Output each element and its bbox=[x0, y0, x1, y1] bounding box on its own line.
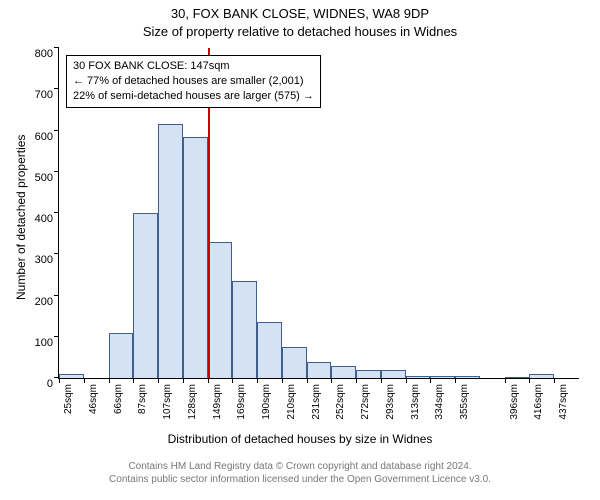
x-tick-label: 437sqm bbox=[558, 384, 569, 420]
histogram-bar bbox=[59, 374, 84, 378]
x-tick-label: 416sqm bbox=[533, 384, 544, 420]
x-tick-label: 128sqm bbox=[187, 384, 198, 420]
x-tick-label: 149sqm bbox=[212, 384, 223, 420]
histogram-bar bbox=[208, 242, 233, 378]
x-tick-mark bbox=[406, 378, 407, 383]
y-tick-mark bbox=[54, 47, 59, 48]
footer-attribution: Contains HM Land Registry data © Crown c… bbox=[0, 460, 600, 486]
x-tick-label: 272sqm bbox=[360, 384, 371, 420]
y-tick-label: 400 bbox=[23, 213, 53, 225]
x-tick-label: 210sqm bbox=[286, 384, 297, 420]
y-tick-label: 500 bbox=[23, 172, 53, 184]
x-tick-mark bbox=[109, 378, 110, 383]
y-tick-label: 700 bbox=[23, 89, 53, 101]
footer-line2: Contains public sector information licen… bbox=[109, 474, 491, 485]
x-tick-mark bbox=[307, 378, 308, 383]
x-tick-mark bbox=[356, 378, 357, 383]
page-title-subtitle: Size of property relative to detached ho… bbox=[0, 24, 600, 39]
y-tick-mark bbox=[54, 212, 59, 213]
x-tick-label: 87sqm bbox=[137, 384, 148, 414]
x-tick-label: 396sqm bbox=[509, 384, 520, 420]
y-tick-mark bbox=[54, 336, 59, 337]
y-tick-mark bbox=[54, 295, 59, 296]
x-tick-mark bbox=[381, 378, 382, 383]
y-tick-label: 100 bbox=[23, 337, 53, 349]
x-tick-mark bbox=[282, 378, 283, 383]
x-tick-mark bbox=[430, 378, 431, 383]
x-tick-mark bbox=[183, 378, 184, 383]
histogram-bar bbox=[381, 370, 406, 378]
x-tick-label: 293sqm bbox=[385, 384, 396, 420]
histogram-bar bbox=[109, 333, 134, 378]
histogram-bar bbox=[158, 124, 183, 378]
x-tick-label: 107sqm bbox=[162, 384, 173, 420]
y-tick-mark bbox=[54, 253, 59, 254]
histogram-bar bbox=[505, 377, 530, 378]
histogram-bar bbox=[307, 362, 332, 379]
x-tick-mark bbox=[84, 378, 85, 383]
x-tick-label: 25sqm bbox=[63, 384, 74, 414]
histogram-bar bbox=[232, 281, 257, 378]
y-tick-label: 600 bbox=[23, 131, 53, 143]
histogram-bar bbox=[529, 374, 554, 378]
x-tick-label: 334sqm bbox=[434, 384, 445, 420]
x-tick-label: 252sqm bbox=[335, 384, 346, 420]
info-box-line2: ← 77% of detached houses are smaller (2,… bbox=[73, 74, 314, 89]
histogram-bar bbox=[257, 322, 282, 378]
histogram-bar bbox=[356, 370, 381, 378]
x-tick-label: 46sqm bbox=[88, 384, 99, 414]
x-tick-label: 231sqm bbox=[311, 384, 322, 420]
x-tick-label: 169sqm bbox=[236, 384, 247, 420]
info-box: 30 FOX BANK CLOSE: 147sqm← 77% of detach… bbox=[66, 55, 321, 108]
histogram-bar bbox=[282, 347, 307, 378]
histogram-bar bbox=[430, 376, 455, 378]
histogram-bar bbox=[183, 137, 208, 378]
x-tick-mark bbox=[331, 378, 332, 383]
x-tick-mark bbox=[554, 378, 555, 383]
x-tick-mark bbox=[505, 378, 506, 383]
histogram-bar bbox=[406, 376, 431, 378]
x-axis-label: Distribution of detached houses by size … bbox=[0, 432, 600, 446]
y-tick-label: 0 bbox=[23, 378, 53, 390]
x-tick-mark bbox=[158, 378, 159, 383]
y-tick-mark bbox=[54, 171, 59, 172]
x-tick-label: 355sqm bbox=[459, 384, 470, 420]
x-tick-label: 190sqm bbox=[261, 384, 272, 420]
x-tick-label: 313sqm bbox=[410, 384, 421, 420]
y-tick-label: 200 bbox=[23, 296, 53, 308]
y-tick-mark bbox=[54, 130, 59, 131]
page-title-address: 30, FOX BANK CLOSE, WIDNES, WA8 9DP bbox=[0, 6, 600, 21]
info-box-line3: 22% of semi-detached houses are larger (… bbox=[73, 89, 314, 104]
histogram-bar bbox=[133, 213, 158, 378]
y-tick-mark bbox=[54, 88, 59, 89]
x-tick-mark bbox=[529, 378, 530, 383]
histogram-bar bbox=[331, 366, 356, 378]
y-tick-label: 300 bbox=[23, 254, 53, 266]
x-tick-label: 66sqm bbox=[113, 384, 124, 414]
x-tick-mark bbox=[455, 378, 456, 383]
y-tick-label: 800 bbox=[23, 48, 53, 60]
x-tick-mark bbox=[232, 378, 233, 383]
x-tick-mark bbox=[133, 378, 134, 383]
x-tick-mark bbox=[208, 378, 209, 383]
x-tick-mark bbox=[257, 378, 258, 383]
histogram-bar bbox=[455, 376, 480, 378]
footer-line1: Contains HM Land Registry data © Crown c… bbox=[128, 461, 471, 472]
x-tick-mark bbox=[59, 378, 60, 383]
info-box-line1: 30 FOX BANK CLOSE: 147sqm bbox=[73, 59, 314, 74]
